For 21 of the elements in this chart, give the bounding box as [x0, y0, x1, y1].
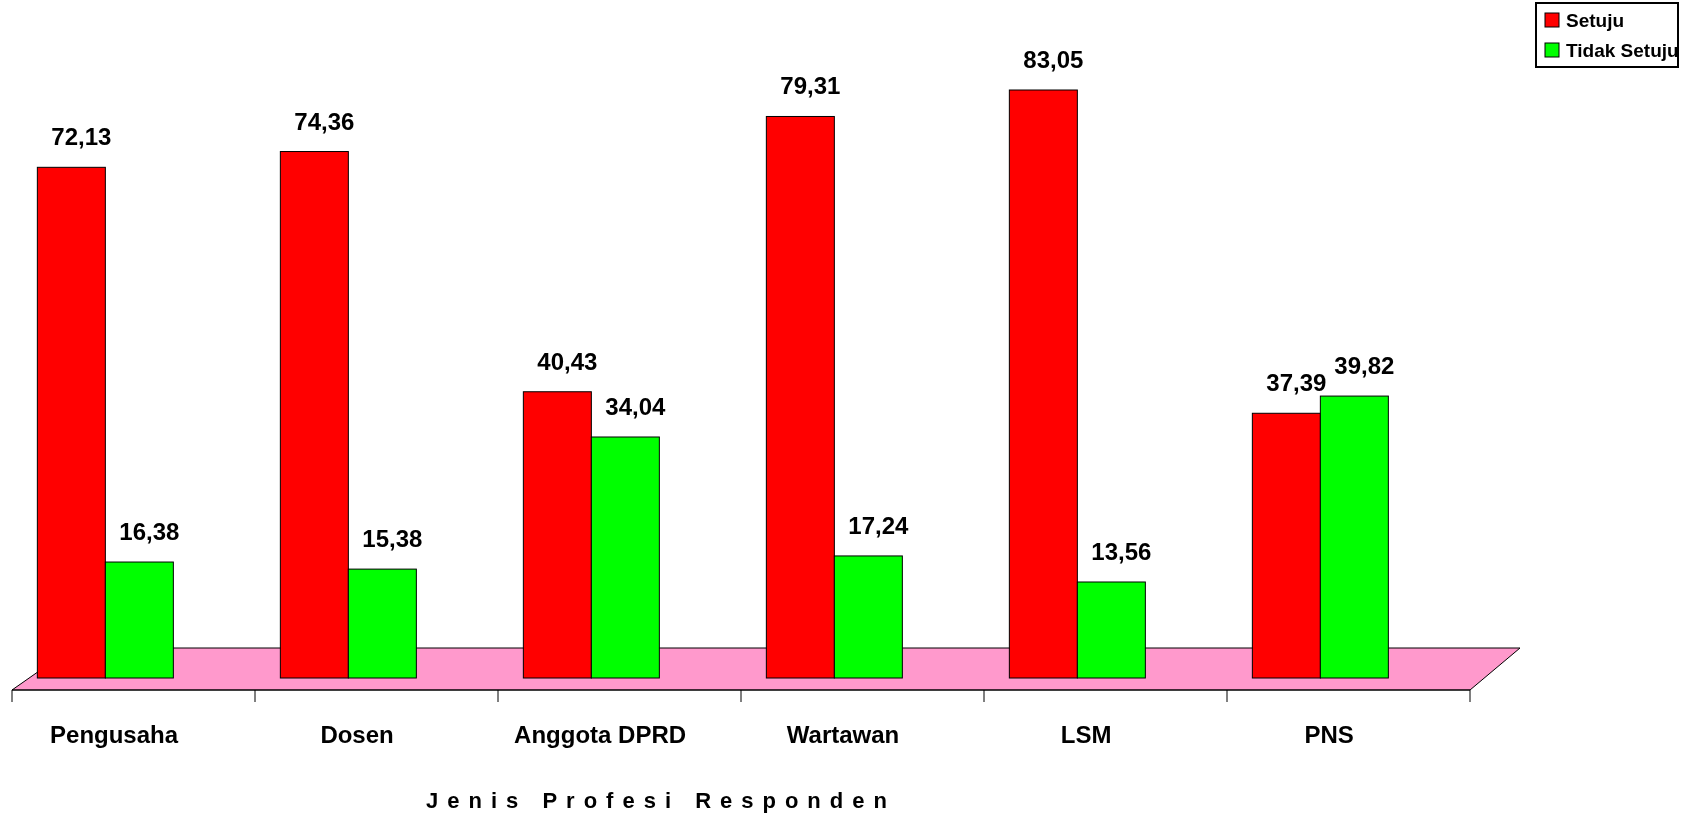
- x-tick-label: Pengusaha: [50, 721, 179, 748]
- x-tick-label: LSM: [1060, 721, 1112, 748]
- x-axis-title: Jenis Profesi Responden: [426, 788, 896, 813]
- data-label: 40,43: [537, 347, 598, 375]
- data-label: 39,82: [1334, 352, 1395, 380]
- x-tick-label: PNS: [1304, 721, 1354, 748]
- data-label: 16,38: [119, 518, 180, 546]
- data-label: 17,24: [848, 511, 910, 539]
- data-label: 83,05: [1023, 46, 1084, 73]
- data-label: 79,31: [780, 72, 841, 100]
- data-label: 34,04: [605, 392, 667, 420]
- data-label: 74,36: [294, 107, 355, 135]
- legend-label: Setuju: [1566, 10, 1625, 31]
- legend-label: Tidak Setuju: [1566, 40, 1679, 61]
- data-label: 15,38: [362, 525, 423, 553]
- x-tick-label: Anggota DPRD: [514, 721, 687, 748]
- data-label: 72,13: [51, 123, 112, 151]
- x-tick-label: Wartawan: [786, 721, 900, 748]
- x-tick-label: Dosen: [320, 721, 394, 748]
- data-label: 37,39: [1266, 369, 1327, 397]
- data-label: 13,56: [1091, 537, 1152, 565]
